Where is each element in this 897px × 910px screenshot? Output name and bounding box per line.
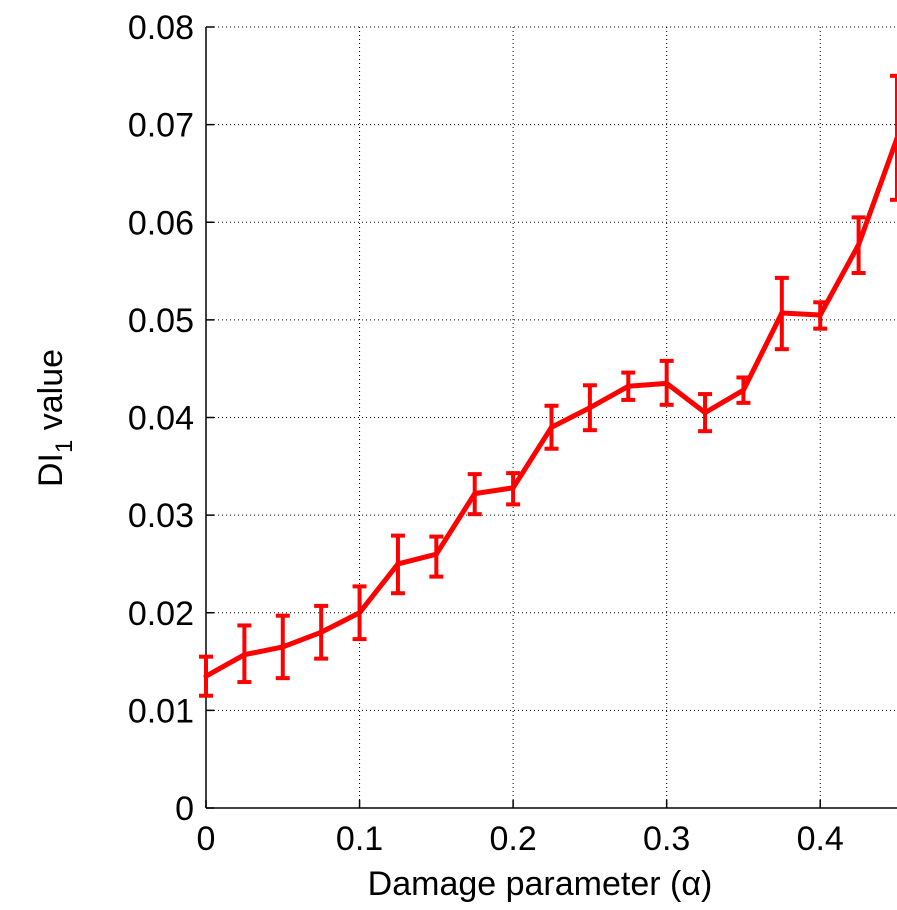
data-point [510,485,516,491]
y-tick-label: 0 [175,790,194,828]
x-axis-title: Damage parameter (α) [368,865,713,903]
x-tick-labels: 0 0.1 0.2 0.3 0.4 [197,820,844,858]
data-point [433,551,439,557]
tick-marks [205,26,821,809]
series-group [199,73,897,698]
data-point [740,387,746,393]
y-axis-title: DI1 value [32,349,78,487]
y-tick-label: 0.04 [128,400,194,438]
data-point [625,383,631,389]
y-tick-label: 0.02 [128,595,194,633]
data-point [856,242,862,248]
y-tick-labels: 0 0.01 0.02 0.03 0.04 0.05 0.06 0.07 0.08 [128,9,194,828]
y-tick-label: 0.06 [128,204,194,242]
y-tick-label: 0.08 [128,9,194,47]
y-tick-label: 0.05 [128,302,194,340]
data-point [664,380,670,386]
y-tick-label: 0.01 [128,692,194,730]
data-point [587,405,593,411]
x-tick-label: 0.2 [489,820,536,858]
data-point [817,312,823,318]
y-axis-title-suffix: value [32,349,70,440]
data-point [241,652,247,658]
y-axis-title-subscript: 1 [51,440,78,453]
data-point [395,561,401,567]
data-point [318,629,324,635]
data-point [280,644,286,650]
x-tick-label: 0.3 [643,820,690,858]
data-point [357,610,363,616]
x-tick-label: 0 [197,820,216,858]
y-axis-title-prefix: DI [32,453,70,487]
x-tick-label: 0.4 [797,820,844,858]
data-point [779,310,785,316]
data-point [549,424,554,430]
series [199,73,897,698]
error-bar [890,73,897,202]
data-point [203,673,209,679]
y-tick-label: 0.07 [128,107,194,145]
data-point [472,491,478,497]
data-point [702,410,708,416]
data-point [894,135,897,141]
x-tick-label: 0.1 [336,820,383,858]
y-tick-label: 0.03 [128,497,194,535]
